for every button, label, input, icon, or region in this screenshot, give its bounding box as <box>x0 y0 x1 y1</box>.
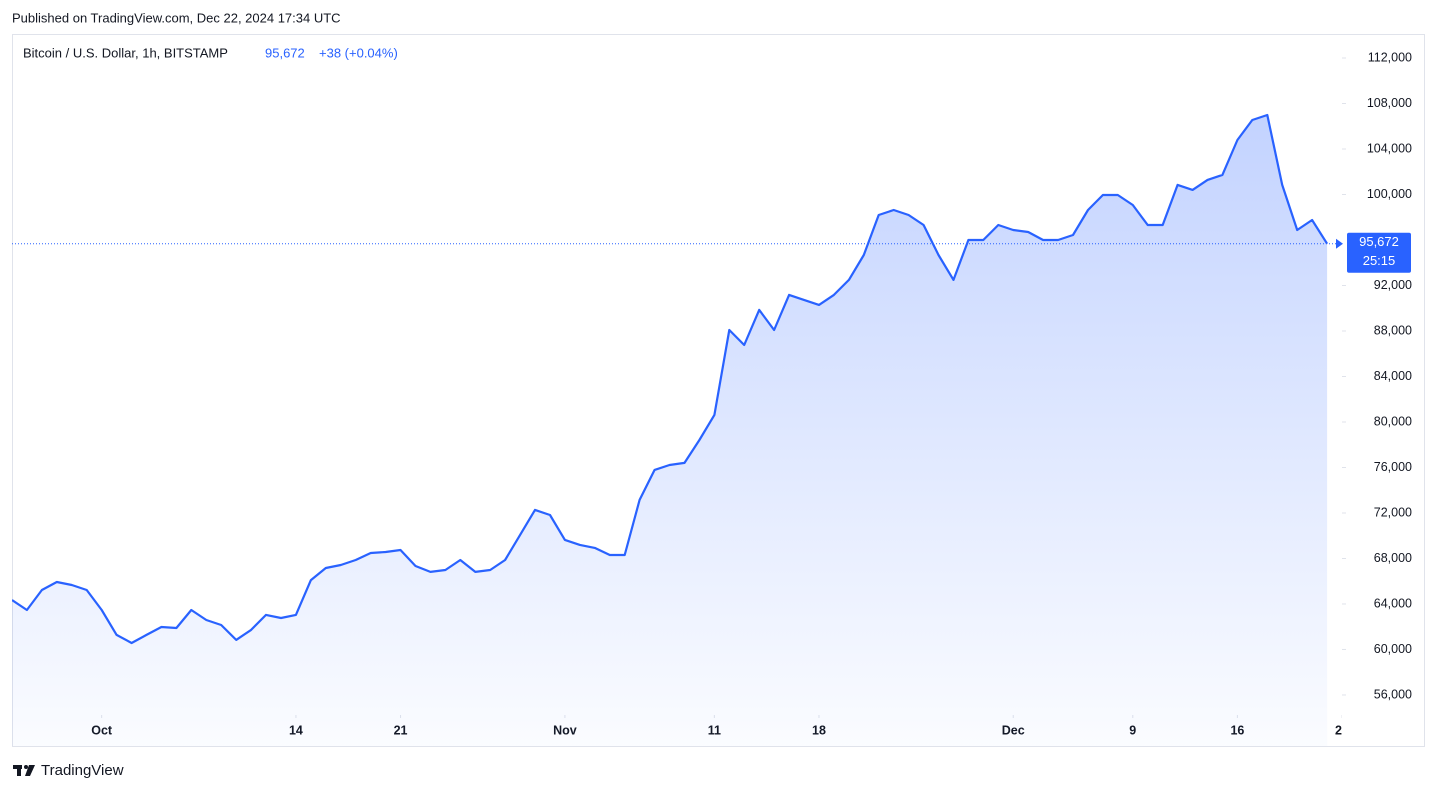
y-tick-label: 80,000 <box>1374 414 1412 428</box>
price-line <box>12 113 1329 645</box>
y-tick-label: 76,000 <box>1374 460 1412 474</box>
y-tick-label: 92,000 <box>1374 278 1412 292</box>
last-price-tag <box>1347 232 1411 273</box>
published-note: Published on TradingView.com, Dec 22, 20… <box>12 10 341 25</box>
y-tick-label: 104,000 <box>1367 141 1412 155</box>
y-tick-label: 108,000 <box>1367 96 1412 110</box>
chart-title: Bitcoin / U.S. Dollar, 1h, BITSTAMP <box>23 45 228 60</box>
brand-logo <box>13 765 35 776</box>
y-tick-label: 64,000 <box>1374 596 1412 610</box>
chart-frame <box>12 34 1425 747</box>
header-price: 95,672 <box>265 45 305 60</box>
x-tick-label: 23 <box>1335 723 1349 737</box>
y-tick-label: 112,000 <box>1368 50 1412 64</box>
brand-name: TradingView <box>41 762 124 779</box>
y-tick-label: 88,000 <box>1374 323 1412 337</box>
area-fill <box>12 115 1328 746</box>
header-change: +38 (+0.04%) <box>319 45 398 60</box>
y-tick-label: 72,000 <box>1374 505 1412 519</box>
y-tick-label: 60,000 <box>1374 642 1412 656</box>
countdown: 25:15 <box>1363 253 1396 268</box>
y-tick-label: 68,000 <box>1374 551 1412 565</box>
y-tick-label: 100,000 <box>1367 187 1412 201</box>
last-price-label: 95,672 <box>1359 234 1399 249</box>
y-tick-label: 84,000 <box>1374 369 1412 383</box>
last-price-arrow <box>1336 238 1343 249</box>
y-tick-label: 56,000 <box>1374 687 1412 701</box>
